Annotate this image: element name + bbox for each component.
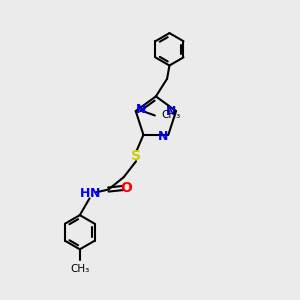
Text: N: N [90, 188, 101, 200]
Text: H: H [80, 188, 90, 200]
Text: N: N [136, 103, 146, 116]
Text: S: S [131, 149, 141, 163]
Text: N: N [158, 130, 169, 143]
Text: N: N [166, 105, 176, 118]
Text: CH₃: CH₃ [161, 110, 181, 121]
Text: CH₃: CH₃ [70, 264, 89, 274]
Text: O: O [120, 181, 132, 195]
